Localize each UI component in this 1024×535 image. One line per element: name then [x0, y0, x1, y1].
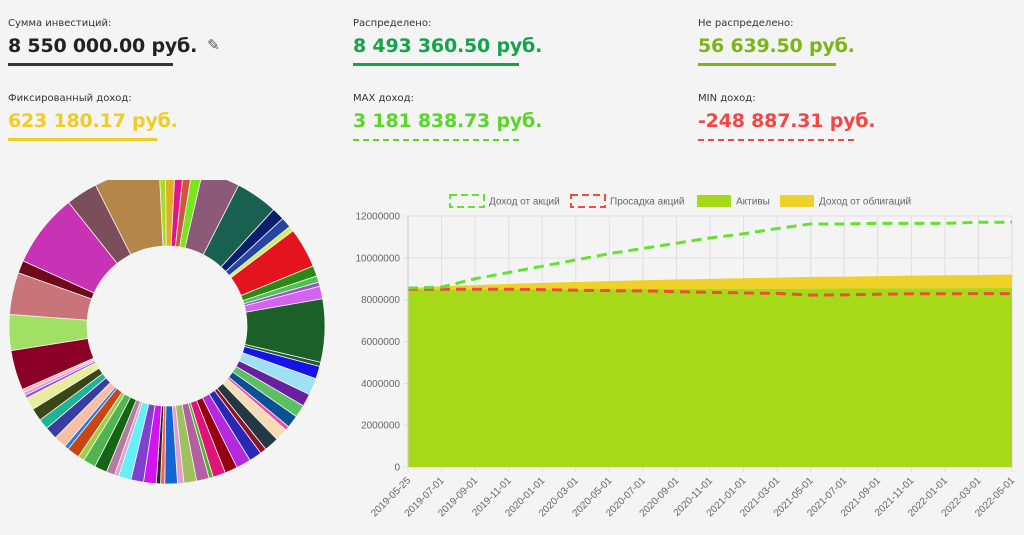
- stat-value: 3 181 838.73 руб.: [353, 110, 543, 132]
- stat-label: Сумма инвестиций:: [8, 18, 112, 29]
- legend-label: Просадка акций: [610, 197, 684, 208]
- income-area-chart: Доход от акций Просадка акций Активы Доход …: [356, 194, 1017, 519]
- legend-stock-drawdown[interactable]: Просадка акций: [570, 194, 684, 208]
- stat-label: MIN доход:: [698, 93, 756, 104]
- stat-underline: [8, 138, 157, 141]
- chart-legend: Доход от акций Просадка акций Активы Доход …: [449, 194, 911, 208]
- y-tick-label: 6000000: [361, 337, 400, 348]
- legend-swatch: [449, 194, 485, 208]
- stat-underline: [8, 63, 173, 66]
- stat-value: -248 887.31 руб.: [698, 110, 876, 132]
- portfolio-donut-chart: [8, 180, 326, 485]
- stat-max-income: MAX доход: 3 181 838.73 руб.: [353, 93, 542, 141]
- stat-investment-sum: Сумма инвестиций: 8 550 000.00 руб. ✎: [8, 18, 220, 66]
- legend-label: Активы: [736, 197, 770, 208]
- y-tick-label: 8000000: [361, 295, 400, 306]
- stat-undistributed: Не распределено: 56 639.50 руб.: [698, 18, 855, 66]
- stat-label: Фиксированный доход:: [8, 93, 132, 104]
- stat-label: Не распределено:: [698, 18, 794, 29]
- pencil-icon[interactable]: ✎: [207, 36, 220, 54]
- stat-underline: [353, 139, 519, 141]
- stat-underline: [353, 63, 519, 66]
- legend-assets[interactable]: Активы: [697, 195, 770, 208]
- legend-swatch: [697, 195, 731, 207]
- stat-underline: [698, 139, 854, 141]
- y-tick-label: 4000000: [361, 379, 400, 390]
- chart-lines: [407, 220, 1013, 297]
- donut-slice[interactable]: [95, 180, 164, 256]
- legend-bond-income[interactable]: Доход от облигаций: [780, 195, 911, 208]
- investment-sum-value[interactable]: 8 550 000.00 руб. ✎: [8, 35, 220, 57]
- stat-value: 8 550 000.00 руб.: [8, 35, 198, 57]
- stat-label: MAX доход:: [353, 93, 414, 104]
- legend-swatch: [570, 194, 606, 208]
- donut-slices: [8, 180, 326, 485]
- legend-swatch: [780, 195, 814, 207]
- stat-value: 623 180.17 руб.: [8, 110, 178, 132]
- stat-underline: [698, 63, 836, 66]
- stat-distributed: Распределено: 8 493 360.50 руб.: [353, 18, 542, 66]
- stat-min-income: MIN доход: -248 887.31 руб.: [698, 93, 876, 141]
- y-tick-label: 12000000: [356, 212, 401, 223]
- y-tick-label: 10000000: [356, 253, 401, 264]
- area-assets: [408, 288, 1012, 467]
- stat-value: 56 639.50 руб.: [698, 35, 855, 57]
- y-tick-label: 2000000: [361, 421, 400, 432]
- stat-value: 8 493 360.50 руб.: [353, 35, 543, 57]
- legend-label: Доход от облигаций: [819, 196, 911, 208]
- chart-areas: [408, 274, 1012, 467]
- y-tick-label: 0: [394, 463, 400, 474]
- area-bond-income: [408, 274, 1012, 290]
- stat-label: Распределено:: [353, 18, 432, 29]
- stat-fixed-income: Фиксированный доход: 623 180.17 руб.: [8, 93, 178, 141]
- legend-label: Доход от акций: [489, 197, 560, 208]
- legend-stock-income[interactable]: Доход от акций: [449, 194, 560, 208]
